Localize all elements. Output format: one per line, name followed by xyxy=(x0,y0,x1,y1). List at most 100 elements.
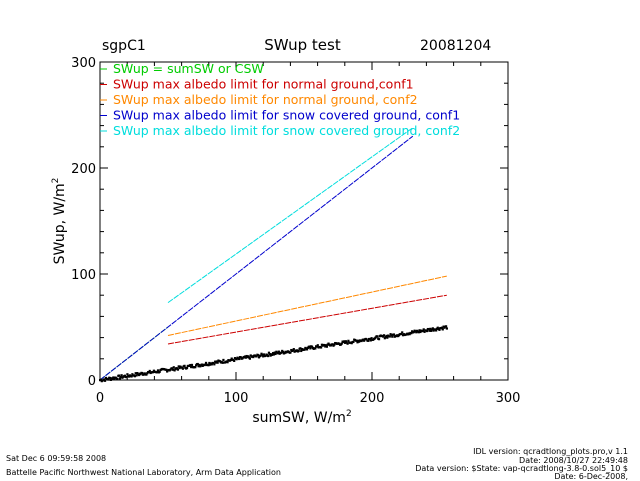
data-point xyxy=(323,344,326,347)
legend-label: SWup max albedo limit for normal ground,… xyxy=(113,77,414,92)
data-point xyxy=(386,336,389,339)
data-point xyxy=(113,378,116,381)
data-point xyxy=(137,373,141,377)
data-point xyxy=(215,360,218,363)
data-point xyxy=(314,347,317,350)
data-point xyxy=(257,354,260,357)
chart-title: SWup test xyxy=(264,36,341,54)
data-point xyxy=(111,378,114,381)
data-point xyxy=(391,335,394,338)
series-line-2 xyxy=(167,275,447,336)
footer-data-date: Date: 6-Dec-2008, xyxy=(554,472,628,481)
data-point xyxy=(243,355,247,358)
data-point xyxy=(131,373,134,376)
data-point xyxy=(171,368,175,371)
data-point xyxy=(239,356,242,359)
data-point xyxy=(444,325,448,328)
data-point xyxy=(261,353,264,356)
data-point xyxy=(208,361,211,365)
data-point xyxy=(172,366,175,369)
data-point xyxy=(198,363,201,367)
data-point xyxy=(352,340,355,344)
data-point xyxy=(324,344,328,347)
data-point xyxy=(370,337,373,340)
site-label: sgpC1 xyxy=(102,38,146,54)
data-point xyxy=(400,332,403,336)
data-point xyxy=(415,331,418,334)
data-point xyxy=(190,366,193,369)
data-point xyxy=(204,361,208,365)
legend-item: SWup max albedo limit for normal ground,… xyxy=(100,77,414,92)
data-point xyxy=(196,362,199,366)
data-point xyxy=(166,370,169,373)
footer-idl-version: IDL version: qcradtlong_plots.pro,v 1.1 xyxy=(473,447,628,456)
y-tick-label: 100 xyxy=(71,268,96,283)
data-point xyxy=(151,371,155,374)
data-point xyxy=(238,357,241,361)
data-point xyxy=(281,350,285,354)
data-point xyxy=(158,370,161,373)
data-point xyxy=(133,375,136,378)
data-point xyxy=(392,333,396,336)
data-point xyxy=(303,348,306,351)
data-point xyxy=(230,357,233,360)
data-point xyxy=(219,360,222,363)
data-point xyxy=(356,341,359,344)
data-point xyxy=(135,374,138,377)
data-point xyxy=(148,369,151,373)
data-point xyxy=(369,339,372,342)
data-point xyxy=(169,368,172,371)
data-point xyxy=(195,364,198,367)
legend-label: SWup = sumSW or CSW xyxy=(113,61,264,76)
data-point xyxy=(384,336,387,339)
data-point xyxy=(438,328,441,331)
data-point xyxy=(428,329,431,332)
data-point xyxy=(412,331,415,334)
data-point xyxy=(125,376,128,379)
data-point xyxy=(280,351,283,354)
data-point xyxy=(324,345,327,348)
data-point xyxy=(267,351,271,354)
data-point xyxy=(201,364,204,367)
data-point xyxy=(299,347,302,350)
data-point xyxy=(247,356,251,359)
data-point xyxy=(355,339,358,342)
data-point xyxy=(109,378,112,381)
data-point xyxy=(233,359,236,362)
data-point xyxy=(344,340,348,343)
data-point xyxy=(189,363,192,367)
data-point xyxy=(209,363,212,366)
data-point xyxy=(300,349,303,353)
data-point xyxy=(374,336,377,339)
data-point xyxy=(139,373,142,376)
data-point xyxy=(181,367,184,370)
footer-data-version: Data version: $State: vap-qcradtlong-3.8… xyxy=(415,464,628,473)
data-point xyxy=(194,366,197,369)
data-point xyxy=(226,361,229,364)
data-point xyxy=(350,342,353,345)
data-point xyxy=(213,363,216,366)
plot-frame xyxy=(99,61,509,381)
data-point xyxy=(367,339,370,342)
data-point xyxy=(235,358,238,361)
data-point xyxy=(120,374,123,377)
data-point xyxy=(343,340,346,343)
data-point xyxy=(126,373,129,376)
data-point xyxy=(432,329,435,332)
data-point xyxy=(390,334,393,337)
data-point xyxy=(267,354,270,358)
y-axis-label: SWup, W/m2 xyxy=(51,178,68,265)
legend-label: SWup max albedo limit for snow covered g… xyxy=(113,123,460,138)
x-tick-label: 300 xyxy=(496,391,521,406)
footer-idl-date: Date: 2008/10/27 22:49:48 xyxy=(519,456,628,465)
data-point xyxy=(368,337,372,341)
x-tick-label: 100 xyxy=(224,391,249,406)
data-point xyxy=(331,343,334,346)
data-point xyxy=(271,352,275,355)
data-point xyxy=(365,338,368,341)
data-point xyxy=(200,363,204,366)
data-point xyxy=(130,375,133,378)
tick-layer: 0 100 200 300 0 100 200 300 xyxy=(71,56,520,406)
legend-label: SWup max albedo limit for snow covered g… xyxy=(113,108,460,123)
